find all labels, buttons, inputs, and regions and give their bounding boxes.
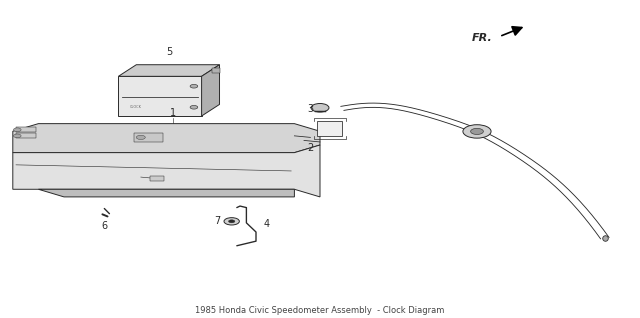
Circle shape (463, 125, 491, 138)
Text: 2: 2 (307, 142, 314, 153)
Text: 5: 5 (166, 47, 172, 57)
Text: CLOCK: CLOCK (130, 105, 142, 109)
Bar (16, 134, 36, 138)
Circle shape (228, 220, 235, 223)
Circle shape (136, 135, 145, 140)
Text: 1985 Honda Civic Speedometer Assembly  - Clock Diagram: 1985 Honda Civic Speedometer Assembly - … (195, 306, 445, 315)
Circle shape (13, 134, 21, 138)
Circle shape (190, 106, 198, 109)
Bar (212, 68, 220, 73)
Text: 6: 6 (101, 221, 108, 231)
Circle shape (311, 103, 329, 112)
Circle shape (13, 128, 21, 132)
Polygon shape (38, 189, 294, 197)
Text: FR.: FR. (472, 33, 493, 43)
Circle shape (190, 84, 198, 88)
Bar (134, 133, 163, 142)
Polygon shape (202, 65, 220, 116)
Bar (16, 127, 36, 132)
Text: 1: 1 (170, 107, 176, 118)
Polygon shape (118, 65, 220, 76)
Polygon shape (13, 124, 320, 153)
Circle shape (224, 218, 239, 225)
Bar (317, 121, 342, 136)
Text: 3: 3 (307, 104, 314, 114)
Text: 7: 7 (214, 216, 220, 226)
Polygon shape (118, 76, 202, 116)
Polygon shape (13, 145, 320, 197)
Bar (150, 176, 164, 181)
Text: 4: 4 (264, 219, 270, 229)
Circle shape (470, 128, 483, 135)
